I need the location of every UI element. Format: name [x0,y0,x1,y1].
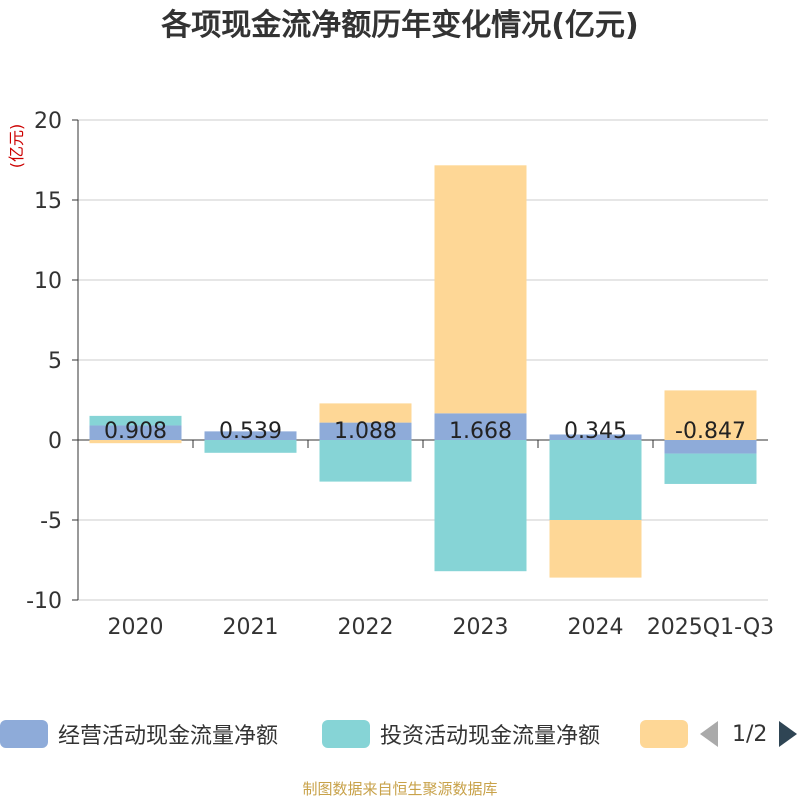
chart-title: 各项现金流净额历年变化情况(亿元) [161,8,639,43]
bar-investing [664,453,757,484]
bar-investing [549,440,642,520]
y-tick-label: 5 [48,349,62,374]
source-note: 制图数据来自恒生聚源数据库 [302,780,498,798]
legend-swatch-operating [0,720,48,748]
data-label: 0.345 [564,419,627,444]
x-tick-label: 2025Q1-Q3 [647,615,774,640]
bar-financing [664,390,757,440]
legend-swatch-investing [322,720,370,748]
data-label: 1.088 [334,419,397,444]
y-axis-label: (亿元) [7,124,26,169]
x-tick-label: 2021 [223,615,279,640]
bar-operating [549,434,642,440]
bar-financing [549,520,642,578]
legend-label-operating: 经营活动现金流量净额 [58,724,279,749]
bar-investing [434,440,527,572]
bar-financing [89,440,182,444]
bar-investing [89,415,182,426]
legend-item-financing[interactable] [640,716,698,752]
pager-prev-icon[interactable] [700,721,718,747]
bar-investing [319,440,412,482]
data-label: 1.668 [449,419,512,444]
pager-next-icon[interactable] [779,721,798,747]
legend-swatch-financing [640,720,688,748]
bar-operating [319,422,412,440]
x-tick-label: 2022 [338,615,394,640]
legend-label-investing: 投资活动现金流量净额 [380,724,601,749]
y-tick-label: 0 [48,429,62,454]
y-tick-label: 20 [34,109,62,134]
y-tick-label: -10 [26,589,62,614]
y-tick-label: 10 [34,269,62,294]
y-tick-label: 15 [34,189,62,214]
y-tick-label: -5 [40,509,62,534]
bar-financing [434,165,527,414]
bar-operating [664,440,757,454]
legend-pager: 1/2 [700,716,798,752]
bar-operating [204,431,297,440]
legend-item-investing[interactable]: 投资活动现金流量净额 [322,716,600,752]
legend-item-operating[interactable]: 经营活动现金流量净额 [0,716,278,752]
x-tick-label: 2020 [108,615,164,640]
x-tick-label: 2024 [568,615,624,640]
pager-indicator: 1/2 [732,721,768,747]
bar-investing [204,440,297,453]
data-label: 0.539 [219,419,282,444]
bar-operating [89,425,182,440]
data-label: -0.847 [675,419,746,444]
bar-operating [434,413,527,440]
bar-financing [319,403,412,423]
x-tick-label: 2023 [453,615,509,640]
data-label: 0.908 [104,419,167,444]
